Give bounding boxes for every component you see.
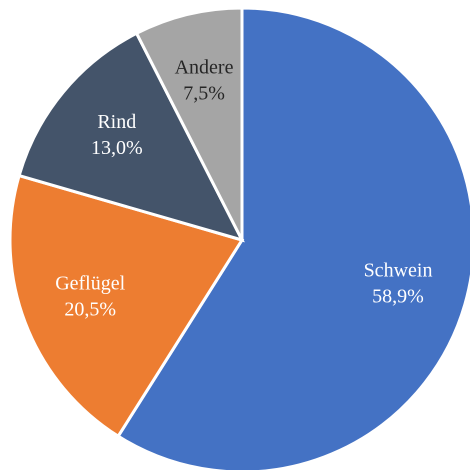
slice-name-label: Schwein [364,260,433,282]
slice-value-label: 58,9% [372,286,424,308]
pie-slice [17,31,245,243]
pie-slice [116,6,470,470]
pie-slice [134,6,244,241]
slice-value-label: 13,0% [91,137,143,159]
pie-slice [8,173,245,439]
slice-name-label: Geflügel [55,272,125,294]
slice-value-label: 20,5% [64,298,116,320]
slice-value-label: 7,5% [183,83,225,105]
slice-name-label: Andere [175,57,234,79]
slice-name-label: Rind [97,111,136,133]
